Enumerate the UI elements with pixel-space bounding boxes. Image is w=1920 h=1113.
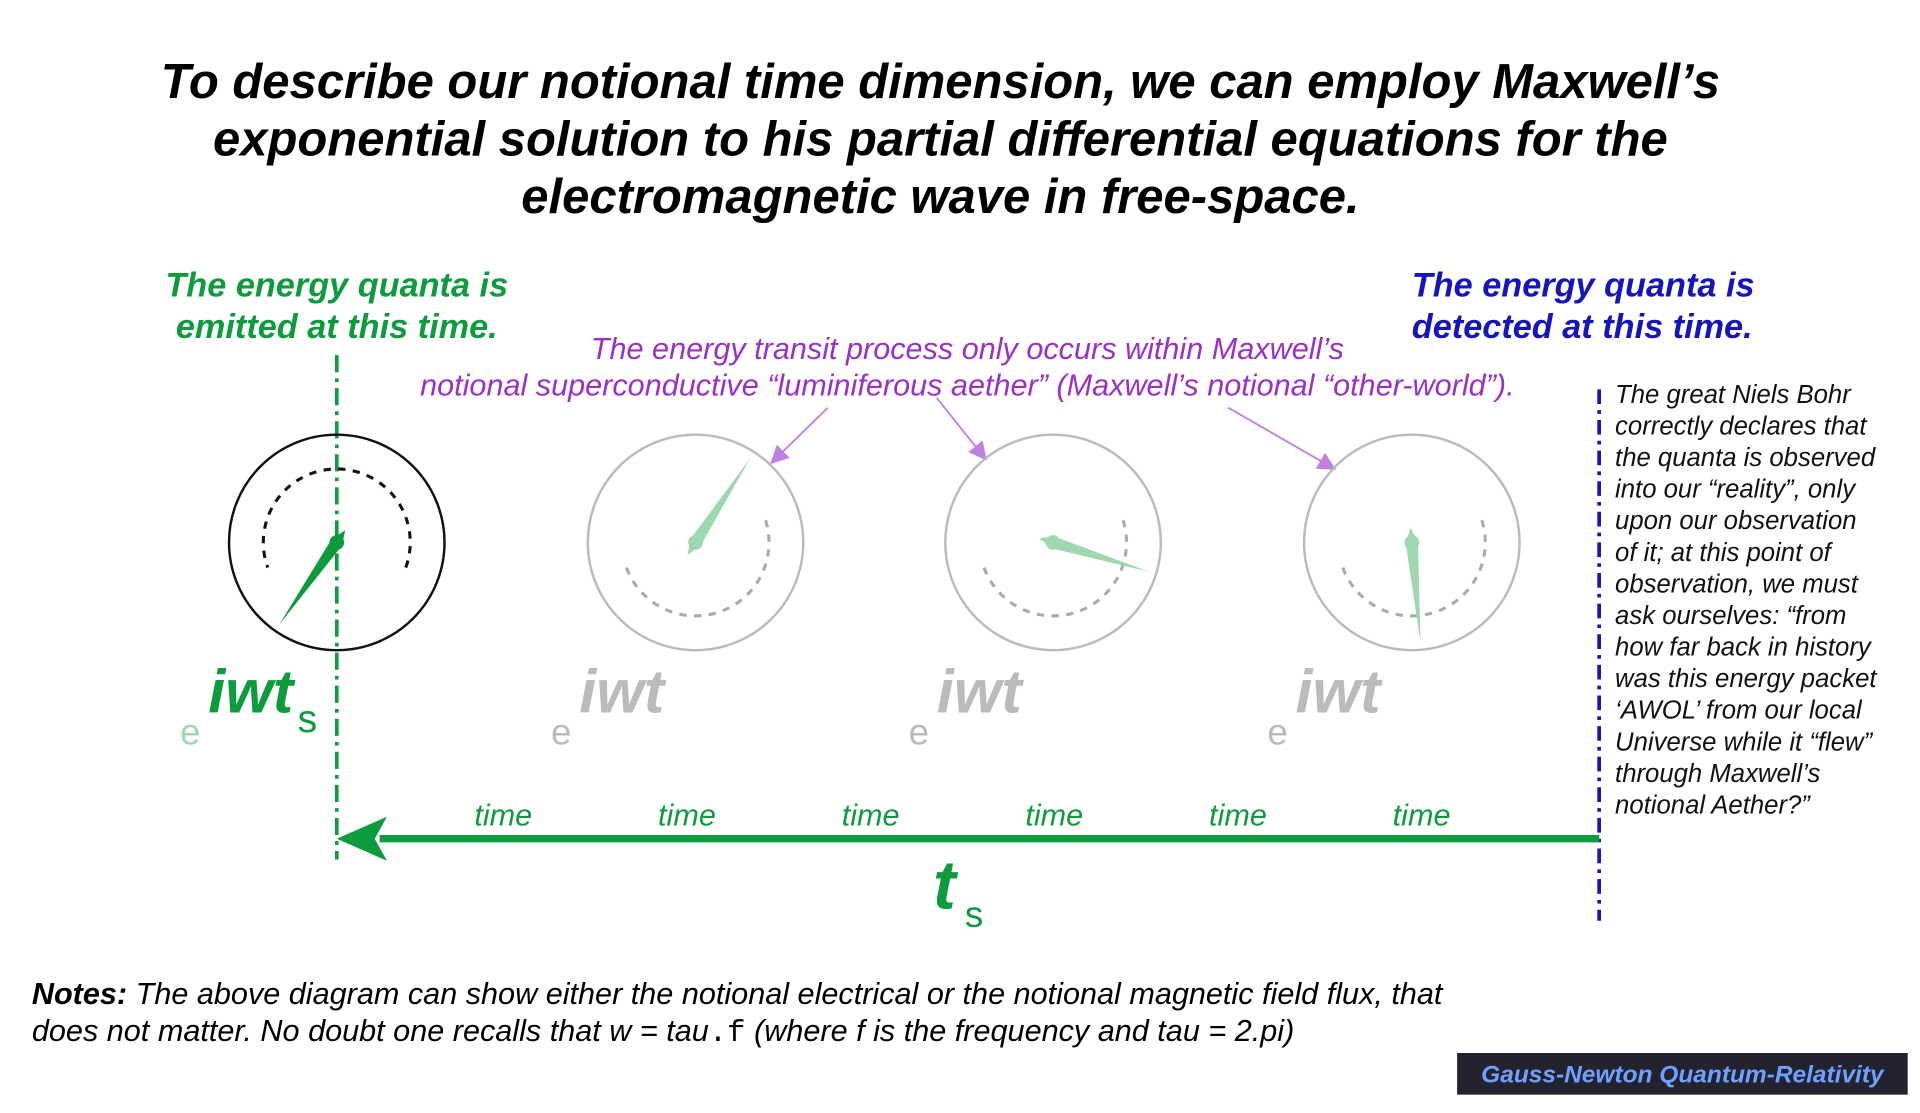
clock-pivot <box>688 535 703 550</box>
bohr-quote-group: The great Niels Bohr correctly declares t… <box>1615 381 1878 820</box>
footer-badge <box>1457 1053 1908 1095</box>
title-line: electromagnetic wave in free-space. <box>521 170 1359 224</box>
exp-power: iwt <box>1295 658 1383 726</box>
clock-face <box>586 433 805 652</box>
rotation-arc <box>982 516 1129 618</box>
time-label: time <box>1025 798 1083 832</box>
clock-hand <box>279 530 346 625</box>
bohr-quote: how far back in history <box>1615 634 1873 662</box>
notes-text: does not matter. No doubt one recalls th… <box>32 1014 709 1048</box>
clock-hand <box>1039 536 1150 572</box>
notes-line: Notes: The above diagram can show either… <box>32 977 1444 1011</box>
bohr-quote: observation, we must <box>1615 570 1860 598</box>
exp-base: e <box>1267 711 1287 752</box>
clock-pivot <box>329 535 345 550</box>
rotation-arc <box>261 467 412 569</box>
exp-base: e <box>180 711 200 752</box>
clock-face <box>1302 433 1521 652</box>
title-line-group: To describe our notional time dimension,… <box>161 55 1720 224</box>
arrow-symbol: t <box>933 847 959 924</box>
time-label: time <box>1209 798 1267 832</box>
clock-pivot <box>1045 535 1061 550</box>
exp-base: e <box>551 711 571 752</box>
bohr-quote: of it; at this point of <box>1615 539 1834 567</box>
time-label: time <box>474 798 532 832</box>
clock-hand <box>1405 527 1421 643</box>
exp-subscript: s <box>298 698 318 741</box>
emitted-label-group: The energy quanta is emitted at this time… <box>165 266 508 346</box>
rotation-arc <box>1341 516 1487 618</box>
time-label: time <box>658 798 716 832</box>
clock-face <box>944 433 1163 652</box>
time-arrow <box>336 816 1600 861</box>
bohr-quote: upon our observation <box>1615 507 1857 535</box>
bohr-quote: ‘AWOL’ from our local <box>1615 697 1863 725</box>
exp-power: iwt <box>937 658 1025 726</box>
clock-pivot <box>1404 535 1420 550</box>
emitted-label: emitted at this time. <box>176 308 498 346</box>
bohr-quote: through Maxwell’s <box>1615 760 1820 788</box>
title-line: exponential solution to his partial diff… <box>213 113 1668 167</box>
exp-power: iwt <box>579 658 667 726</box>
notes-line: does not matter. No doubt one recalls th… <box>32 1014 1294 1051</box>
arrow-subscript: s <box>965 894 983 935</box>
pointer-arrows <box>770 397 1337 470</box>
title-line: To describe our notional time dimension,… <box>161 55 1720 109</box>
bohr-quote: ask ourselves: “from <box>1615 602 1846 630</box>
bohr-quote: into our “reality”, only <box>1615 476 1857 504</box>
aether-note-group: The energy transit process only occurs w… <box>420 332 1515 403</box>
exp-power: iwt <box>208 658 296 726</box>
notes-heading: Notes: <box>32 977 127 1011</box>
bohr-quote: The great Niels Bohr <box>1615 381 1852 409</box>
notes-text: The above diagram can show either the no… <box>127 977 1444 1011</box>
time-label: time <box>842 798 900 832</box>
clock-hand <box>687 458 751 555</box>
exp-base: e <box>909 711 929 752</box>
bohr-quote: Universe while it “flew” <box>1615 728 1874 756</box>
clock-face <box>227 433 446 652</box>
bohr-quote: correctly declares that <box>1615 412 1868 440</box>
rotation-arc <box>625 516 771 618</box>
detected-label: detected at this time. <box>1412 308 1753 346</box>
bohr-quote: the quanta is observed <box>1615 444 1876 472</box>
aether-note: notional superconductive “luminiferous a… <box>420 368 1515 402</box>
footer-text: Gauss-Newton Quantum-Relativity <box>1481 1061 1885 1088</box>
time-labels: time time time time time time <box>474 798 1450 832</box>
notes-text: (where f is the frequency and tau = 2.pi… <box>746 1014 1295 1048</box>
bohr-quote: notional Aether?” <box>1615 792 1811 820</box>
aether-note: The energy transit process only occurs w… <box>591 332 1344 366</box>
detected-label-group: The energy quanta is detected at this tim… <box>1412 266 1755 346</box>
emitted-label: The energy quanta is <box>165 266 508 304</box>
notes-text: .f <box>709 1017 746 1051</box>
time-label: time <box>1393 798 1451 832</box>
detected-label: The energy quanta is <box>1412 266 1755 304</box>
bohr-quote: was this energy packet <box>1615 665 1878 693</box>
